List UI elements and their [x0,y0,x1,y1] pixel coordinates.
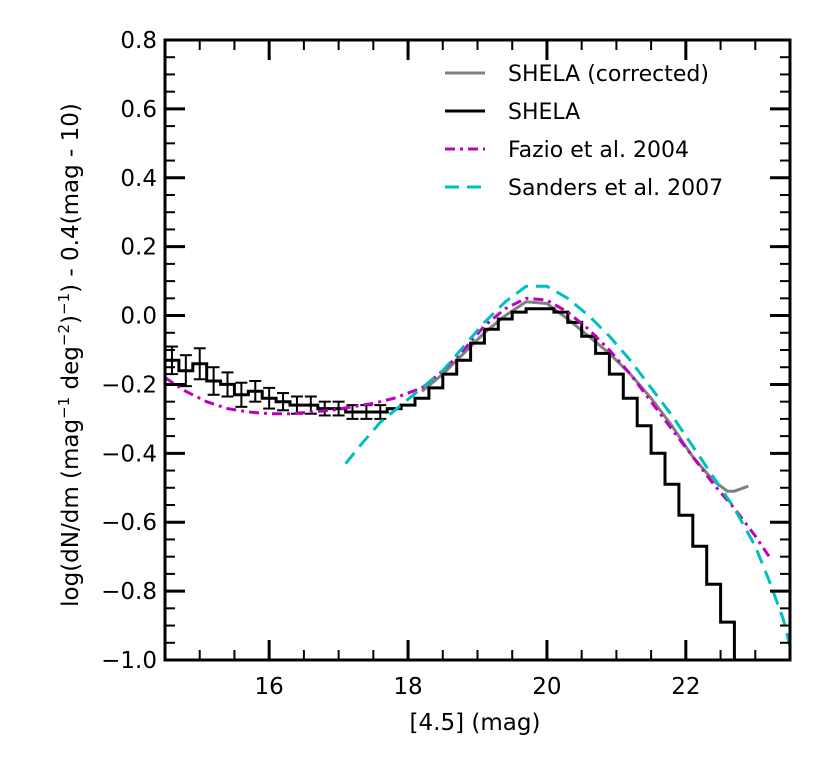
series-line-shela-corrected [420,300,749,493]
series-layer [165,284,790,660]
y-label-part: ) - 0.4(mag - 10) [58,103,84,293]
y-label-exponent: −2 [55,324,73,346]
y-tick-label: 0.2 [120,235,157,261]
legend-label: SHELA (corrected) [508,62,709,87]
legend-label: Fazio et al. 2004 [508,138,689,163]
y-label-part: ) [58,315,84,324]
legend-label: SHELA [508,100,580,125]
tick-marks [164,38,791,662]
y-tick-label: −0.8 [101,579,157,605]
y-axis-label: log(dN/dm (mag−1 deg−2)−1) - 0.4(mag - 1… [55,103,84,607]
legend-label: Sanders et al. 2007 [508,176,723,201]
y-tick-label: −0.2 [101,372,157,398]
y-tick-label: 0.4 [120,166,157,192]
series-line-shela [165,307,750,660]
legend: SHELA (corrected) SHELA Fazio et al. 2004 S… [445,62,723,201]
y-label-part: deg [58,346,84,397]
x-tick-label: 22 [671,674,700,700]
y-tick-label: 0.6 [120,97,157,123]
plot-frame [163,38,792,662]
axes-frame [163,38,792,662]
y-label-exponent: −1 [55,293,73,315]
y-tick-label: 0.8 [120,28,157,54]
y-tick-label: −0.6 [101,510,157,536]
x-tick-label: 16 [255,674,284,700]
x-axis-label: [4.5] (mag) [410,710,541,736]
y-label-exponent: −1 [55,397,73,419]
y-label-part: log(dN/dm (mag [58,419,84,607]
x-tick-label: 20 [532,674,561,700]
x-tick-label: 18 [393,674,422,700]
series-line-sanders-et-al-2007 [344,284,790,647]
y-tick-label: 0.0 [120,304,157,330]
y-tick-label: −1.0 [101,648,157,674]
series-line-fazio-et-al-2004 [165,296,771,558]
tick-labels: 16 18 20 22 −1.0 −0.8 −0.6 −0.4 −0.2 0.0 0.2 0.4 0.6… [101,28,700,700]
y-tick-label: −0.4 [101,441,157,467]
